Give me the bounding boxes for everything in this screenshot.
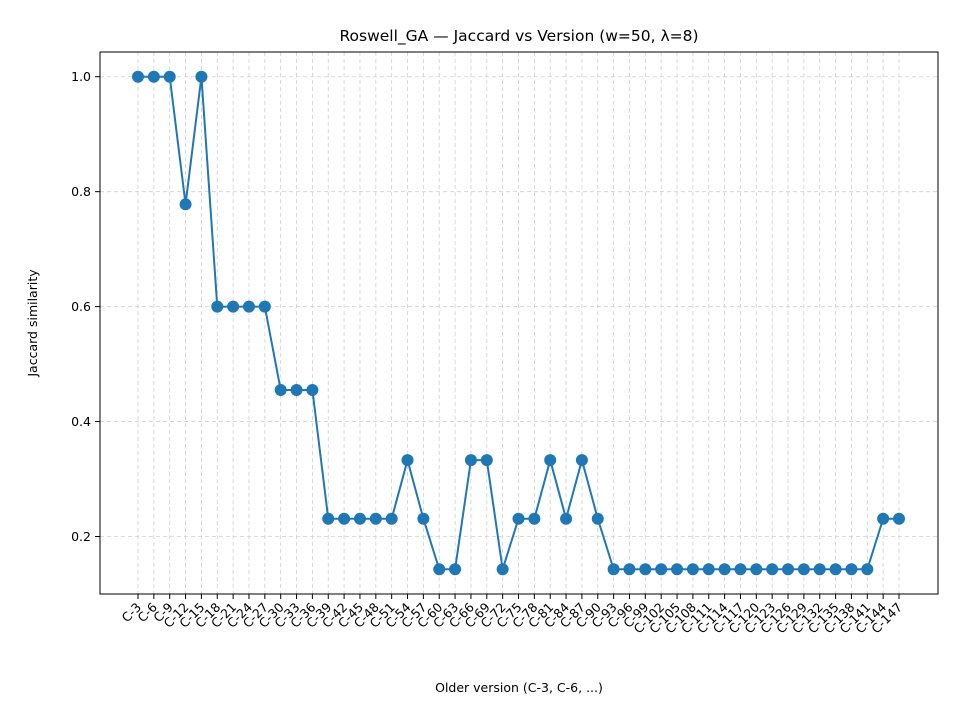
y-tick-label: 0.6 [71, 299, 91, 314]
data-point [686, 563, 699, 576]
data-point [575, 454, 588, 467]
data-point [195, 70, 208, 83]
data-point [782, 563, 795, 576]
data-point [623, 563, 636, 576]
data-point [322, 512, 335, 525]
data-point [560, 512, 573, 525]
data-point [306, 383, 319, 396]
chart-title: Roswell_GA — Jaccard vs Version (w=50, λ… [339, 27, 698, 46]
data-point [211, 300, 224, 313]
data-point [147, 70, 160, 83]
data-point [766, 563, 779, 576]
data-point [496, 563, 509, 576]
data-point [528, 512, 541, 525]
y-tick-label: 1.0 [71, 69, 91, 84]
y-tick-label: 0.8 [71, 184, 91, 199]
data-point [813, 563, 826, 576]
data-point [702, 563, 715, 576]
y-tick-label: 0.2 [71, 529, 91, 544]
data-point [845, 563, 858, 576]
data-point [655, 563, 668, 576]
data-point [512, 512, 525, 525]
data-point [338, 512, 351, 525]
data-point [671, 563, 684, 576]
data-point [718, 563, 731, 576]
data-point [163, 70, 176, 83]
data-point [591, 512, 604, 525]
data-point [877, 512, 890, 525]
y-axis-ticks: 0.2 0.4 0.6 0.8 1.0 [71, 69, 100, 544]
data-point [258, 300, 271, 313]
data-point [829, 563, 842, 576]
data-point [433, 563, 446, 576]
y-axis-label: Jaccard similarity [25, 269, 40, 378]
data-point [607, 563, 620, 576]
data-point [639, 563, 652, 576]
data-point [401, 454, 414, 467]
grid-lines [100, 52, 938, 594]
x-axis-label: Older version (C-3, C-6, ...) [435, 680, 603, 695]
data-point [274, 383, 287, 396]
data-point [464, 454, 477, 467]
data-point [369, 512, 382, 525]
data-point [179, 198, 192, 211]
data-point [385, 512, 398, 525]
data-point [290, 383, 303, 396]
data-point [353, 512, 366, 525]
data-point [227, 300, 240, 313]
data-point [861, 563, 874, 576]
y-tick-label: 0.4 [71, 414, 91, 429]
data-point [750, 563, 763, 576]
data-point [242, 300, 255, 313]
data-point [734, 563, 747, 576]
x-axis-ticks: C-3C-6C-9C-12C-15C-18C-21C-24C-27C-30C-3… [119, 594, 905, 636]
series-layer [132, 70, 905, 576]
data-point [417, 512, 430, 525]
data-point [797, 563, 810, 576]
data-point [480, 454, 493, 467]
data-point [893, 512, 905, 525]
data-point [132, 70, 144, 83]
plot-frame [99, 51, 939, 595]
data-point [544, 454, 557, 467]
data-point [449, 563, 462, 576]
